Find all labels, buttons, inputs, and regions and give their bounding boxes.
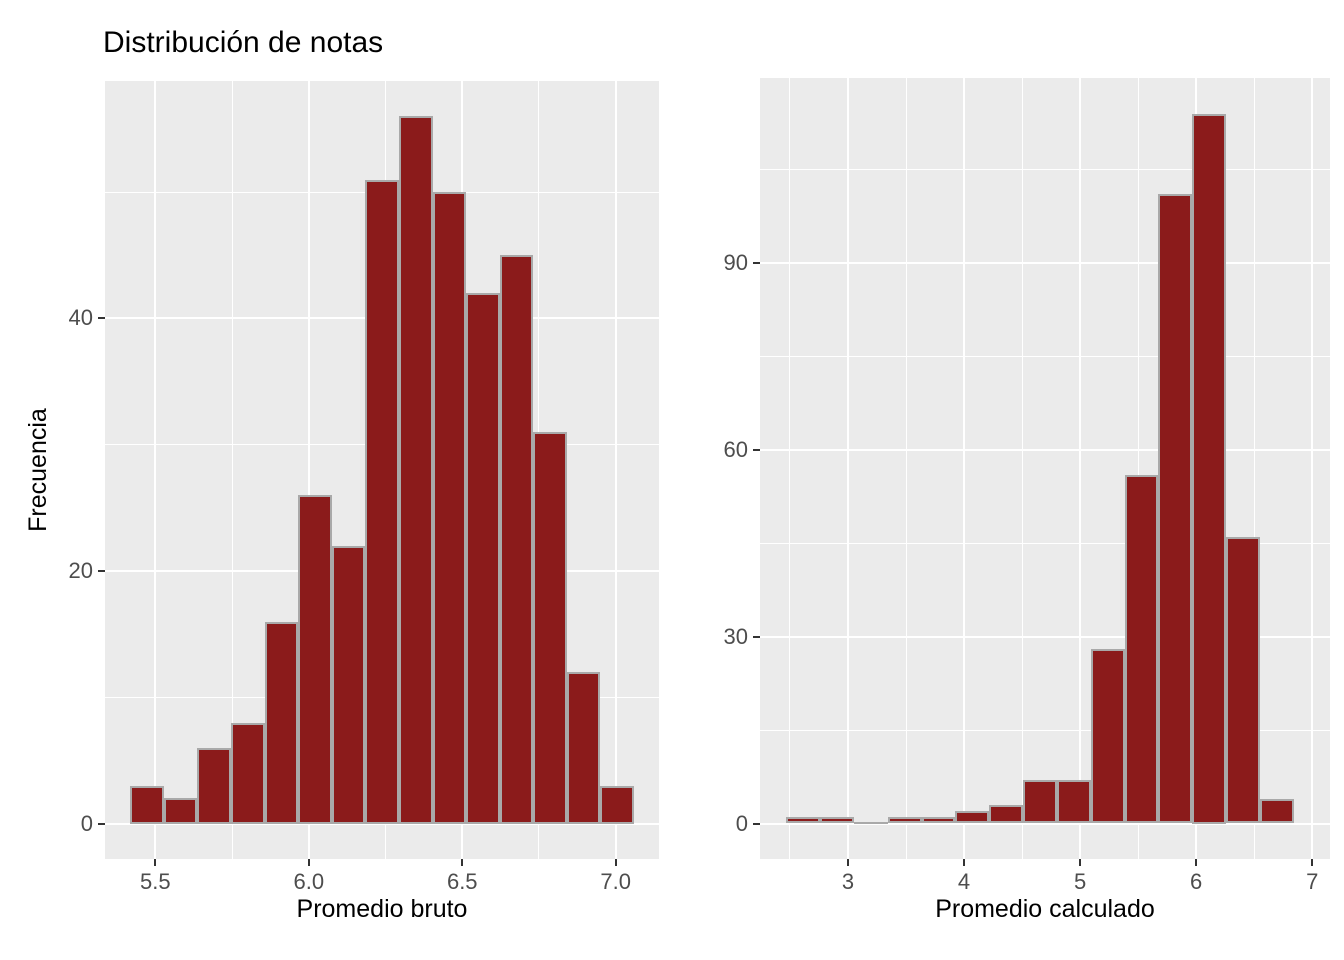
- gridline-major-y: [760, 261, 1330, 264]
- histogram-bar: [466, 293, 500, 824]
- y-axis-tick: [98, 317, 105, 320]
- gridline-major-x: [614, 81, 617, 859]
- gridline-minor-y: [760, 169, 1330, 171]
- gridline-major-x: [846, 78, 849, 859]
- gridline-minor-y: [760, 355, 1330, 357]
- histogram-bar: [130, 785, 164, 824]
- x-axis-title-left: Promedio bruto: [296, 895, 468, 923]
- x-axis-tick: [154, 859, 157, 866]
- y-axis-tick: [98, 822, 105, 825]
- x-axis-tick-label: 6.0: [293, 869, 325, 894]
- gridline-major-x: [1311, 78, 1314, 859]
- histogram-bar: [786, 817, 821, 824]
- histogram-bar: [566, 672, 601, 824]
- gridline-minor-x: [905, 78, 907, 859]
- gridline-minor-y: [760, 542, 1330, 544]
- x-axis-tick: [1079, 859, 1082, 866]
- plot-title: Distribución de notas: [103, 26, 384, 59]
- gridline-minor-x: [1137, 78, 1139, 859]
- histogram-bar: [1124, 474, 1159, 824]
- y-axis-tick-label: 0: [80, 810, 93, 836]
- gridline-minor-x: [1253, 78, 1255, 859]
- x-axis-tick: [1311, 859, 1314, 866]
- histogram-bar: [365, 179, 399, 824]
- gridline-minor-y: [760, 729, 1330, 731]
- gridline-major-x: [1079, 78, 1082, 859]
- histogram-bar: [264, 621, 299, 824]
- y-axis-tick: [753, 448, 760, 451]
- histogram-bar: [1023, 779, 1057, 824]
- histogram-bar: [533, 432, 567, 824]
- x-axis-tick: [307, 859, 310, 866]
- y-axis-tick-label: 30: [723, 623, 748, 649]
- gridline-major-x: [154, 81, 157, 859]
- y-axis-tick: [98, 570, 105, 573]
- histogram-bar-zero: [853, 821, 888, 824]
- gridline-major-y: [760, 448, 1330, 451]
- histogram-bar: [231, 722, 265, 824]
- histogram-bar: [1090, 649, 1125, 824]
- x-axis-tick-label: 3: [841, 869, 855, 894]
- histogram-bar: [921, 817, 956, 824]
- x-axis-tick-label: 7: [1306, 869, 1319, 894]
- x-axis-tick: [846, 859, 849, 866]
- gridline-major-y: [760, 635, 1330, 638]
- histogram-bar: [1192, 113, 1227, 824]
- gridline-major-x: [963, 78, 966, 859]
- y-axis-tick-label: 20: [68, 558, 93, 584]
- histogram-bar: [955, 811, 990, 824]
- histogram-bar: [1056, 779, 1091, 824]
- gridline-minor-x: [231, 81, 233, 859]
- histogram-bar: [887, 817, 922, 824]
- y-axis-tick: [753, 822, 760, 825]
- gridline-major-x: [307, 81, 310, 859]
- x-axis-tick-label: 5.5: [140, 869, 171, 894]
- histogram-bar: [499, 255, 534, 824]
- x-axis-tick-label: 5: [1073, 869, 1087, 894]
- gridline-major-y: [760, 822, 1330, 825]
- histogram-bar: [298, 495, 332, 824]
- histogram-bar: [331, 545, 366, 824]
- x-axis-title-right: Promedio calculado: [935, 895, 1155, 923]
- histogram-bar: [600, 785, 634, 824]
- histogram-bar: [1226, 537, 1260, 824]
- y-axis-tick: [753, 261, 760, 264]
- y-axis-tick-label: 60: [723, 436, 748, 462]
- x-axis-tick-label: 6: [1190, 869, 1203, 894]
- histogram-bar: [163, 798, 198, 824]
- gridline-minor-x: [1021, 78, 1023, 859]
- histogram-bar: [398, 116, 433, 824]
- y-axis-tick-label: 0: [735, 810, 748, 836]
- gridline-minor-x: [789, 78, 791, 859]
- y-axis-tick-label: 90: [723, 249, 748, 275]
- x-axis-tick: [1195, 859, 1198, 866]
- x-axis-tick: [614, 859, 617, 866]
- gridline-major-y: [105, 822, 659, 825]
- x-axis-tick-label: 7.0: [600, 869, 632, 894]
- x-axis-tick-label: 4: [957, 869, 971, 894]
- y-axis-tick-label: 40: [68, 305, 93, 331]
- histogram-bar: [432, 192, 467, 824]
- histogram-bar: [1158, 194, 1193, 824]
- histogram-bar: [989, 804, 1024, 824]
- x-axis-tick-label: 6.5: [446, 869, 478, 894]
- x-axis-tick: [461, 859, 464, 866]
- histogram-bar: [1259, 798, 1294, 824]
- y-axis-tick: [753, 635, 760, 638]
- histogram-bar: [820, 817, 854, 824]
- x-axis-tick: [963, 859, 966, 866]
- histogram-bar: [197, 747, 232, 824]
